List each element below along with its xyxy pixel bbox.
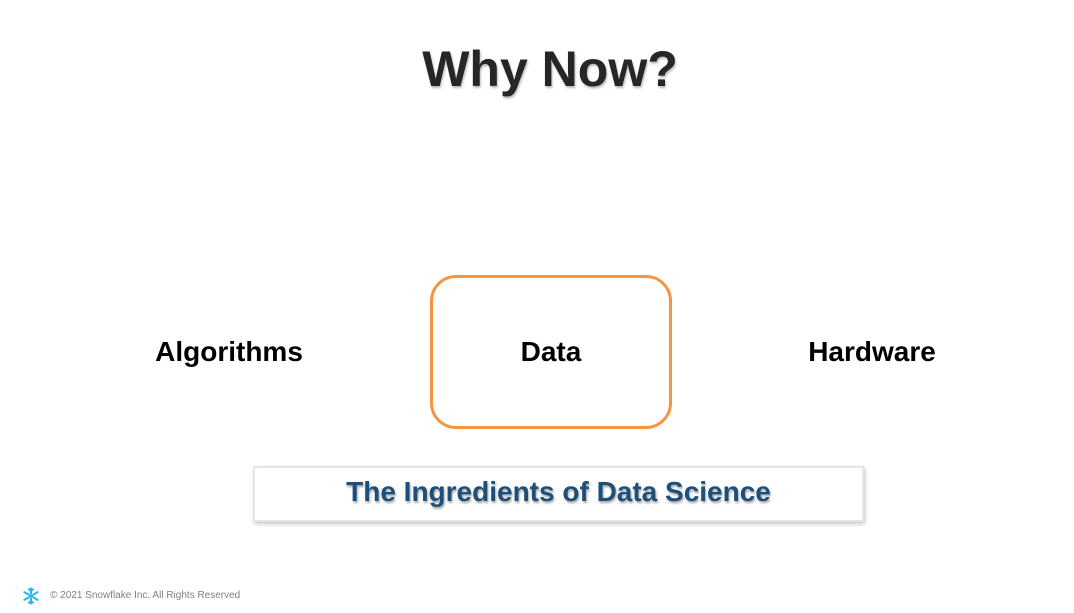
caption-box: The Ingredients of Data Science <box>253 466 864 522</box>
highlighted-ingredient-box: Data <box>430 275 672 429</box>
ingredient-algorithms: Algorithms <box>155 336 303 367</box>
slide-title: Why Now? <box>422 41 678 97</box>
snowflake-logo-icon <box>23 587 39 605</box>
ingredient-hardware: Hardware <box>808 336 936 367</box>
caption-text: The Ingredients of Data Science <box>346 476 771 507</box>
ingredient-data: Data <box>520 336 582 367</box>
footer: © 2021 Snowflake Inc. All Rights Reserve… <box>22 586 240 606</box>
copyright-text: © 2021 Snowflake Inc. All Rights Reserve… <box>50 590 241 601</box>
